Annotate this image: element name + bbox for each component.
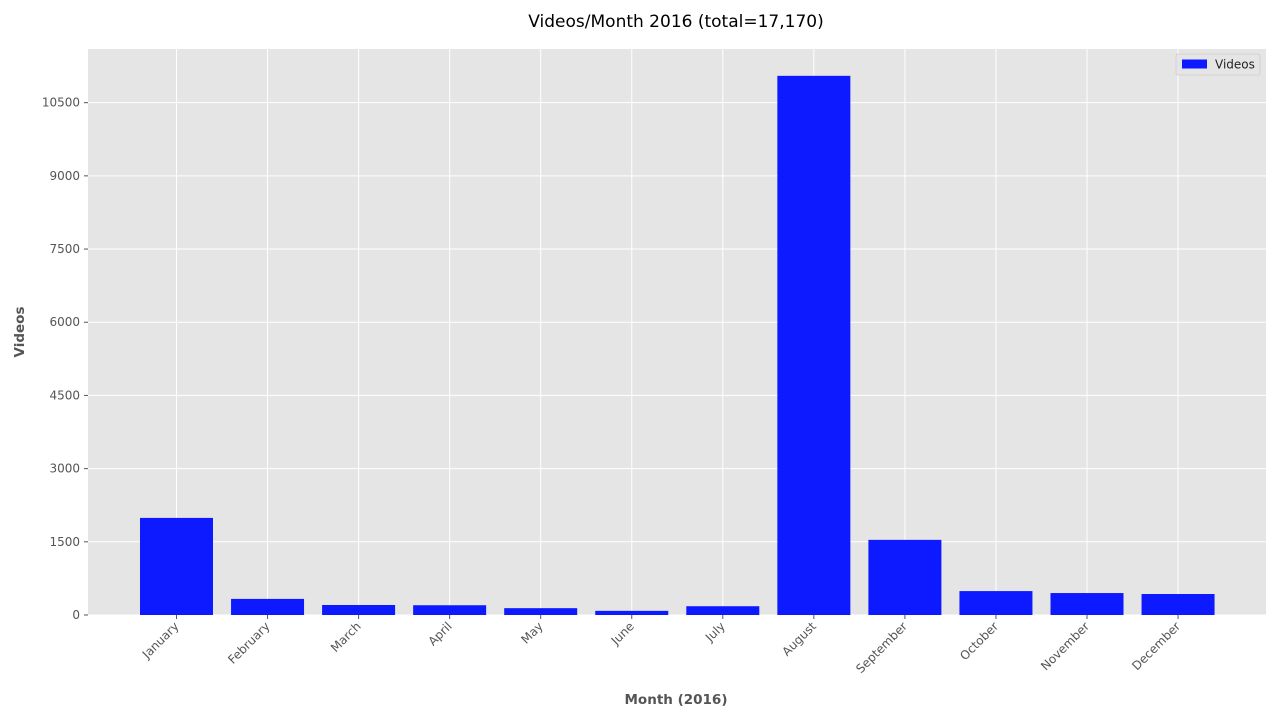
x-tick-label: August [779,619,819,659]
x-tick-label: July [702,619,728,645]
bars [140,75,1215,616]
x-tick-label: December [1129,619,1183,673]
bar-april [413,605,487,615]
x-tick-label: March [328,619,364,655]
grid-lines [88,49,1266,616]
x-axis-ticks: January February March April May June July Augu… [139,615,1183,676]
y-tick-label: 1500 [49,535,80,549]
x-tick-label: February [225,619,273,667]
x-tick-label: November [1038,619,1092,673]
plot-area [88,49,1266,615]
x-tick-label: September [853,619,910,676]
bar-september [868,539,942,615]
bar-august [777,75,851,616]
y-tick-label: 7500 [49,242,80,256]
chart-title: Videos/Month 2016 (total=17,170) [528,12,823,32]
bar-july [686,606,760,615]
x-tick-label: June [608,619,637,648]
y-tick-label: 4500 [49,388,80,402]
bar-march [322,604,396,615]
bar-december [1141,594,1215,615]
legend-label: Videos [1215,58,1255,72]
bar-october [959,591,1033,615]
y-tick-label: 10500 [42,96,80,110]
y-tick-label: 6000 [49,315,80,329]
legend-swatch [1182,59,1207,69]
bar-may [504,608,578,615]
bar-november [1050,593,1124,615]
x-tick-label: January [139,619,182,662]
bar-january [140,517,213,615]
x-tick-label: October [957,619,1001,663]
y-axis-ticks: 0 1500 3000 4500 6000 7500 9000 10500 [42,96,88,622]
x-tick-label: April [425,619,454,648]
y-tick-label: 9000 [49,169,80,183]
bar-june [595,610,669,615]
x-tick-label: May [518,619,545,646]
y-tick-label: 0 [72,608,80,622]
bar-february [231,598,305,615]
x-axis-label: Month (2016) [625,692,728,708]
y-axis-label: Videos [12,307,28,358]
y-tick-label: 3000 [49,462,80,476]
legend: Videos [1175,53,1261,76]
legend-box [1175,53,1261,76]
